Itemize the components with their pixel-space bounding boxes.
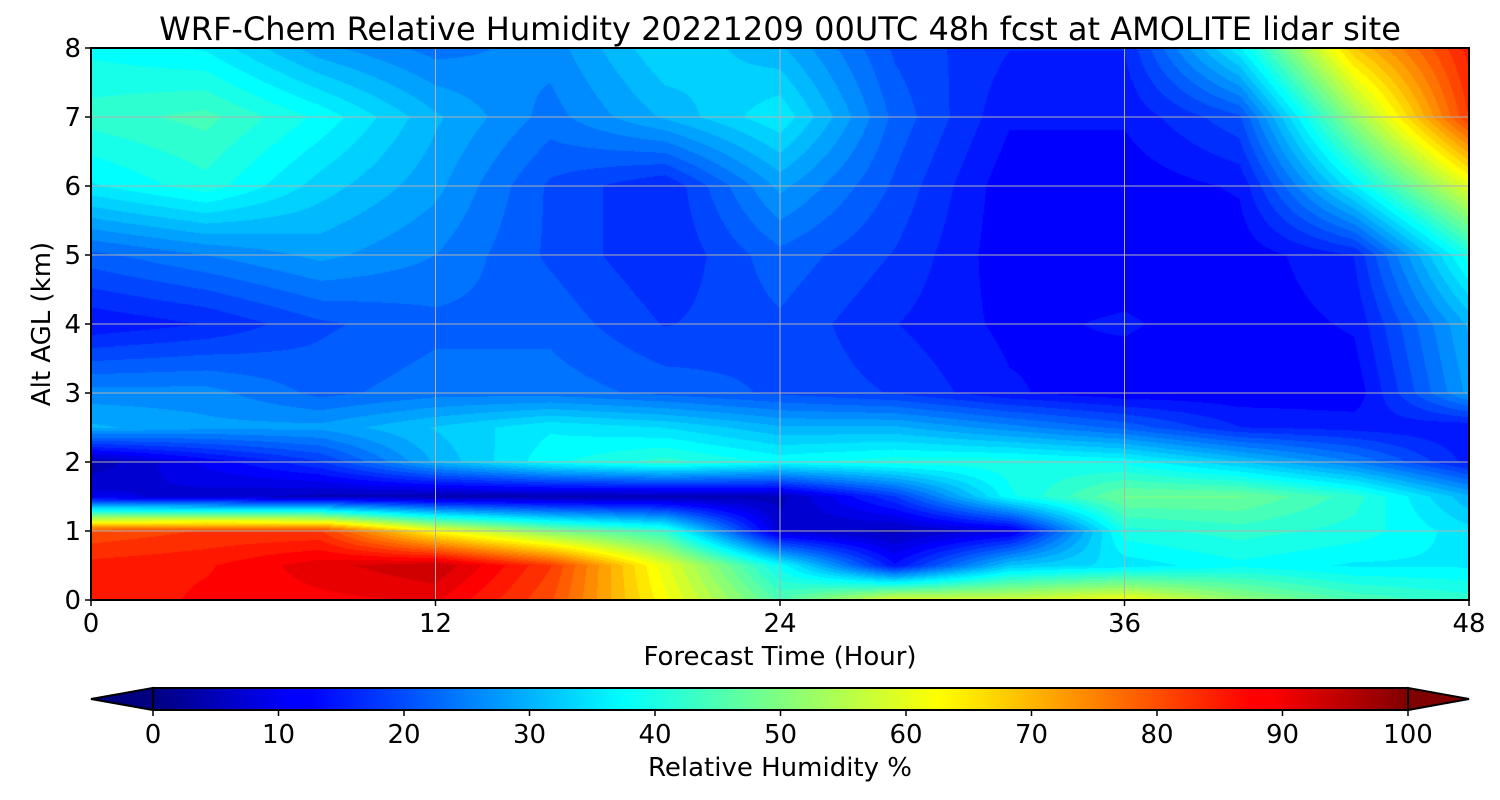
x-tick-label: 36 <box>1108 609 1141 639</box>
y-tick-label: 5 <box>64 241 81 271</box>
colorbar-tick-label: 90 <box>1266 720 1299 750</box>
y-tick-label: 3 <box>64 379 81 409</box>
y-tick-label: 0 <box>64 586 81 616</box>
colorbar-tick-label: 80 <box>1140 720 1173 750</box>
x-axis-ticks: 0 12 24 36 48 <box>83 600 1486 639</box>
y-tick-label: 6 <box>64 172 81 202</box>
colorbar-extend-high <box>1407 686 1470 712</box>
colorbar-tick-label: 0 <box>145 720 162 750</box>
x-tick-label: 24 <box>763 609 796 639</box>
colorbar: 0 10 20 30 40 50 60 70 80 90 100 Relative Humidity… <box>90 686 1470 783</box>
colorbar-ticks: 0 10 20 30 40 50 60 70 80 90 100 <box>145 710 1433 750</box>
colorbar-tick-label: 60 <box>889 720 922 750</box>
colorbar-tick-label: 40 <box>638 720 671 750</box>
colorbar-tick-label: 100 <box>1383 720 1433 750</box>
y-tick-label: 1 <box>64 517 81 547</box>
x-tick-label: 48 <box>1452 609 1485 639</box>
x-axis-label: Forecast Time (Hour) <box>643 642 916 672</box>
colorbar-body <box>152 687 1409 711</box>
y-tick-label: 4 <box>64 310 81 340</box>
colorbar-extend-low <box>90 686 154 712</box>
y-tick-label: 8 <box>64 34 81 64</box>
y-axis-ticks: 0 1 2 3 4 5 6 7 8 <box>64 34 91 616</box>
x-tick-label: 0 <box>83 609 100 639</box>
colorbar-tick-label: 10 <box>262 720 295 750</box>
colorbar-tick-label: 50 <box>764 720 797 750</box>
y-tick-label: 2 <box>64 448 81 478</box>
colorbar-tick-label: 70 <box>1015 720 1048 750</box>
y-axis-label: Alt AGL (km) <box>27 242 57 406</box>
x-tick-label: 12 <box>419 609 452 639</box>
colorbar-tick-label: 20 <box>387 720 420 750</box>
colorbar-label: Relative Humidity % <box>648 753 912 783</box>
chart-title: WRF-Chem Relative Humidity 20221209 00UT… <box>159 10 1401 48</box>
colorbar-tick-label: 30 <box>513 720 546 750</box>
grid-lines <box>91 48 1469 600</box>
y-tick-label: 7 <box>64 103 81 133</box>
